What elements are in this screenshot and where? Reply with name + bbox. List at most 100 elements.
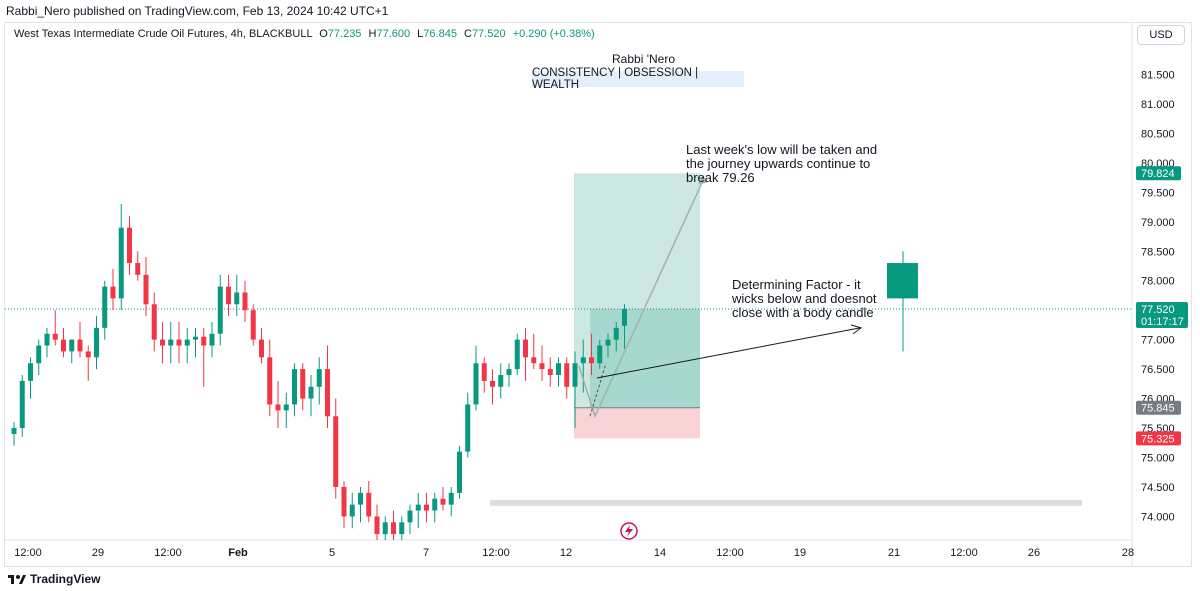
candle-body — [473, 363, 479, 405]
entry-price-tag: 75.845 — [1141, 403, 1175, 415]
stop-loss-price-tag: 75.325 — [1141, 433, 1175, 445]
symbol-description: West Texas Intermediate Crude Oil Future… — [14, 28, 313, 40]
candle-body — [226, 286, 231, 305]
time-tick-label: 12:00 — [716, 547, 744, 559]
candle-body — [556, 363, 561, 375]
projection-candle-body — [887, 263, 918, 299]
candle-body — [250, 310, 256, 340]
change-value: +0.290 (+0.38%) — [512, 28, 595, 40]
price-tick-label: 74.500 — [1141, 482, 1175, 494]
time-tick-label: 12:00 — [14, 547, 42, 559]
candle-body — [490, 380, 495, 387]
candle-body — [135, 263, 141, 275]
price-tick-label: 78.500 — [1141, 246, 1175, 258]
candle-body — [325, 369, 330, 417]
candle-body — [432, 498, 438, 511]
time-tick-label: 5 — [329, 547, 335, 559]
price-tick-label: 80.500 — [1141, 128, 1175, 140]
candle-body — [605, 339, 611, 346]
projection-dashed — [589, 363, 607, 417]
take-profit-price-tag-bg — [1136, 166, 1181, 181]
price-tick-label: 78.000 — [1141, 276, 1175, 288]
low-value: 76.845 — [423, 28, 457, 40]
time-tick-label: 12:00 — [950, 547, 978, 559]
candle-body — [193, 336, 198, 340]
annotation-note-target[interactable]: Last week's low will be taken and the jo… — [686, 142, 878, 185]
last-price-tag: 77.520 — [1141, 304, 1175, 316]
open-label: O — [319, 28, 328, 40]
candle-body — [267, 357, 273, 405]
candle-body — [36, 345, 42, 364]
candle-body — [407, 510, 413, 523]
candle-body — [514, 339, 520, 370]
candle-body — [399, 522, 405, 535]
time-tick-label: 21 — [888, 547, 900, 559]
price-tick-label: 81.000 — [1141, 99, 1175, 111]
currency-button[interactable]: USD — [1137, 25, 1185, 45]
candle-body — [597, 345, 603, 364]
support-zone — [490, 499, 1082, 506]
price-tick-label: 75.000 — [1141, 453, 1175, 465]
entry-price-tag-bg — [1136, 400, 1181, 415]
candle-body — [498, 375, 504, 387]
candle-body — [102, 286, 108, 328]
candle-body — [242, 292, 248, 311]
candle-body — [308, 386, 314, 399]
candle-body — [547, 369, 553, 375]
chart-frame — [4, 22, 1192, 567]
time-tick-label: 12:00 — [482, 547, 510, 559]
price-tick-label: 79.500 — [1141, 187, 1175, 199]
candle-body — [283, 404, 289, 411]
close-value: 77.520 — [471, 28, 506, 40]
time-tick-label: 28 — [1122, 547, 1134, 559]
symbol-legend: West Texas Intermediate Crude Oil Future… — [14, 28, 595, 40]
candle-body — [209, 333, 215, 346]
candle-body — [110, 286, 116, 299]
candle-body — [11, 428, 17, 434]
candle-body — [292, 369, 297, 405]
high-value: 77.600 — [376, 28, 411, 40]
candle-body — [465, 404, 471, 452]
candle-body — [160, 339, 165, 346]
candle-body — [77, 339, 83, 352]
annotation-note-determining-factor[interactable]: Determining Factor - it wicks below and … — [732, 277, 877, 320]
candle-body — [448, 492, 454, 505]
candle-body — [259, 339, 264, 358]
last-price-tag-bg — [1136, 302, 1188, 328]
candle-body — [333, 416, 339, 487]
candle-body — [61, 339, 66, 352]
time-tick-label: 12:00 — [154, 547, 182, 559]
event-icon-bolt — [625, 525, 633, 537]
time-tick-label: 19 — [794, 547, 806, 559]
candle-body — [300, 369, 306, 399]
candle-body — [118, 227, 124, 299]
time-tick-label: 12 — [560, 547, 572, 559]
candle-body — [127, 227, 132, 264]
footer-brand: TradingView — [30, 572, 101, 586]
candle-body — [19, 380, 25, 429]
candle-body — [85, 351, 91, 358]
candle-body — [440, 498, 446, 505]
candle-body — [234, 292, 240, 305]
candle-body — [168, 339, 174, 346]
price-tick-label: 77.000 — [1141, 335, 1175, 347]
bar-countdown: 01:17:17 — [1141, 316, 1184, 328]
candle-body — [613, 327, 619, 340]
candle-body — [424, 504, 429, 511]
high-label: H — [368, 28, 377, 40]
projection-path — [578, 180, 704, 419]
candle-body — [217, 286, 223, 334]
candle-body — [564, 363, 570, 387]
price-tick-label: 79.000 — [1141, 217, 1175, 229]
event-lightning-icon — [620, 522, 638, 540]
stop-loss-price-tag-bg — [1136, 431, 1181, 446]
candle-body — [580, 357, 586, 364]
candle-body — [341, 486, 347, 517]
candle-body — [391, 522, 396, 535]
candle-body — [589, 357, 594, 364]
candle-body — [382, 522, 388, 535]
time-tick-label: 14 — [654, 547, 666, 559]
time-tick-label: 29 — [92, 547, 104, 559]
take-profit-price-tag: 79.824 — [1141, 168, 1175, 180]
